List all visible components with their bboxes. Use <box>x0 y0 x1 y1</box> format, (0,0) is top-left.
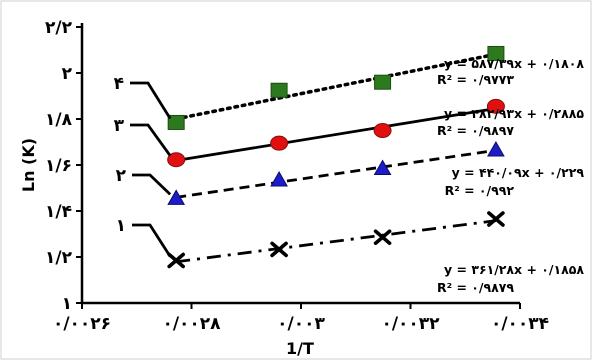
data-point-square <box>487 45 505 61</box>
x-tick-label: ۰/۰۰۳۲ <box>381 314 440 334</box>
data-point-square <box>270 82 288 98</box>
data-point-circle <box>486 98 505 114</box>
data-point-circle <box>270 135 289 151</box>
data-point-triangle <box>373 159 392 175</box>
curve-connector-1 <box>132 223 172 258</box>
x-tick-label: ۰/۰۰۳ <box>277 314 325 334</box>
trendline-series-4 <box>174 52 498 121</box>
trendline-series-3 <box>175 107 497 162</box>
trendline-series-2 <box>175 148 497 199</box>
y-tick-label: ۱/۸ <box>45 110 73 130</box>
curve-number-1: ۱ <box>116 216 126 236</box>
x-tick-label: ۰/۰۰۲۸ <box>162 314 221 334</box>
y-tick-label: ۱/۲ <box>45 248 73 268</box>
data-point-triangle <box>270 170 288 187</box>
data-point-x <box>487 211 505 227</box>
labels: 1/T Ln (K) ۱ y = ۳۶۱/۲۸x + ۰/۱۸۵۸ R² = ۰/۹۸۷… <box>19 56 584 358</box>
curve-connector-2 <box>132 173 172 196</box>
y-tick-label: ۲/۲ <box>45 18 73 38</box>
equation-label-1: y = ۳۶۱/۲۸x + ۰/۱۸۵۸ <box>444 262 584 277</box>
curve-connectors <box>130 81 172 258</box>
x-tick-label: ۰/۰۰۲۶ <box>53 314 111 334</box>
r2-label-4: R² = ۰/۹۷۷۳ <box>437 72 514 87</box>
data-point-square <box>167 114 185 130</box>
y-tick-label: ۲ <box>62 64 73 84</box>
series-2 <box>167 141 505 205</box>
equation-label-3: y = ۴۸۲/۹۳x + ۰/۲۸۸۵ <box>444 106 584 121</box>
ticks: ۱ ۱/۲ ۱/۴ ۱/۶ ۱/۸ ۲ ۲/۲ ۰/۰۰۲۶ ۰/۰۰۲۸ ۰/۰۰۳ ۰/۰۰۳۲… <box>45 18 549 334</box>
x-axis-title: 1/T <box>286 339 314 358</box>
series-1 <box>167 211 505 269</box>
data-point-x <box>373 229 392 246</box>
equation-label-2: y = ۴۴۰/۰۹x + ۰/۲۲۹ <box>452 165 585 180</box>
data-point-x <box>270 241 288 258</box>
curve-connector-3 <box>130 123 172 157</box>
equation-label-4: y = ۵۸۷/۳۹x + ۰/۱۸۰۸ <box>444 56 584 71</box>
y-tick-label: ۱ <box>62 294 72 314</box>
curve-connector-4 <box>130 81 172 120</box>
data-point-circle <box>373 123 392 138</box>
series-layer <box>167 45 505 269</box>
data-point-circle <box>167 152 186 168</box>
data-point-x <box>167 252 185 269</box>
data-point-triangle <box>167 189 186 205</box>
r2-label-2: R² = ۰/۹۹۲ <box>445 183 515 198</box>
curve-number-3: ۳ <box>114 116 125 136</box>
series-3 <box>167 98 505 168</box>
y-tick-label: ۱/۶ <box>45 156 72 176</box>
x-tick-label: ۰/۰۰۳۴ <box>491 314 549 334</box>
trendline-series-1 <box>175 219 497 264</box>
y-tick-label: ۱/۴ <box>45 202 72 222</box>
r2-label-1: R² = ۰/۹۸۷۹ <box>437 280 514 295</box>
data-point-triangle <box>487 141 505 157</box>
y-axis-title: Ln (K) <box>19 138 38 192</box>
curve-number-2: ۲ <box>116 166 127 186</box>
series-4 <box>167 45 505 130</box>
curve-number-4: ۴ <box>114 74 124 94</box>
data-point-square <box>374 74 392 90</box>
r2-label-3: R² = ۰/۹۸۹۷ <box>437 123 514 138</box>
